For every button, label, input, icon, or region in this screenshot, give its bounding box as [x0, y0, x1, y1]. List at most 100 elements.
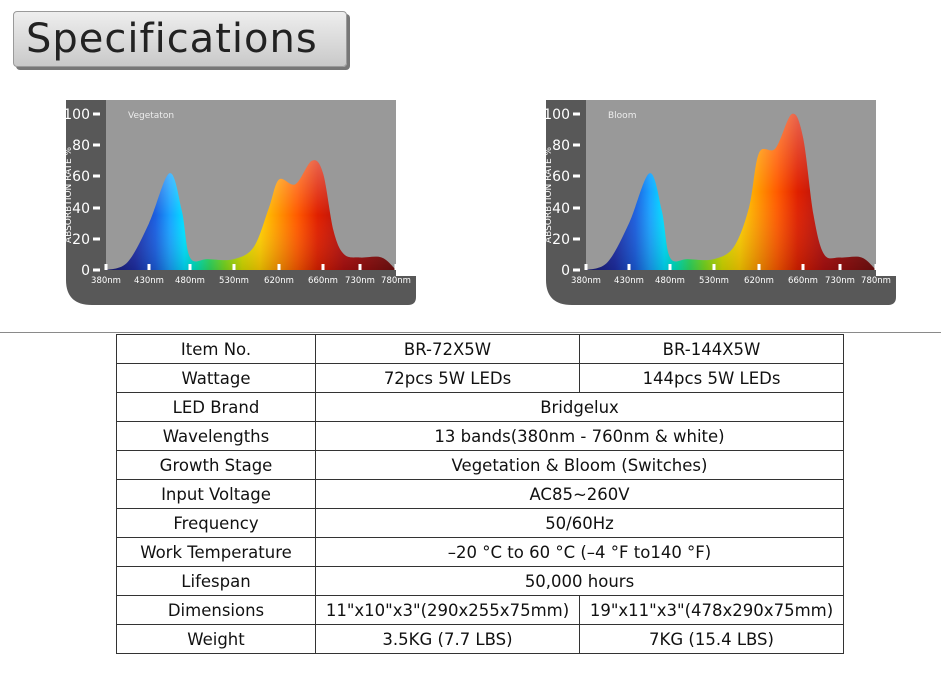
y-tick-label: 0 [81, 263, 90, 279]
row-label: Wattage [116, 363, 316, 393]
y-tick-mark [573, 237, 580, 241]
x-tick-mark [277, 264, 281, 270]
x-tick-mark [358, 264, 362, 270]
x-tick-mark [668, 264, 672, 270]
row-value: BR-72X5W [315, 334, 580, 364]
y-axis-label: ABSORBTION RATE % [66, 146, 74, 243]
y-tick-mark [573, 174, 580, 178]
x-tick-label: 380nm [91, 276, 121, 286]
table-row: Work Temperature –20 °C to 60 °C (–4 °F t… [116, 537, 844, 567]
y-tick-label: 80 [552, 138, 570, 154]
row-label: Dimensions [116, 595, 316, 625]
x-tick-mark [321, 264, 325, 270]
x-tick-label: 430nm [134, 276, 164, 286]
x-tick-label: 480nm [655, 276, 685, 286]
x-tick-label: 620nm [744, 276, 774, 286]
x-tick-label: 530nm [219, 276, 249, 286]
y-tick-label: 60 [552, 169, 570, 185]
y-tick-mark [93, 174, 100, 178]
section-title-box: Specifications [13, 11, 347, 67]
table-row: Lifespan 50,000 hours [116, 566, 844, 596]
table-row: Dimensions 11"x10"x3"(290x255x75mm) 19"x11… [116, 595, 844, 625]
x-tick-mark [712, 264, 716, 270]
spectrum-svg: Vegetaton ABSORBTION RATE % 100 80 60 40 20 038… [66, 100, 416, 305]
x-tick-label: 480nm [175, 276, 205, 286]
table-row: Item No. BR-72X5W BR-144X5W [116, 334, 844, 364]
row-label: Lifespan [116, 566, 316, 596]
x-tick-label: 620nm [264, 276, 294, 286]
table-row: Wattage 72pcs 5W LEDs 144pcs 5W LEDs [116, 363, 844, 393]
row-label: Wavelengths [116, 421, 316, 451]
x-tick-mark [757, 264, 761, 270]
y-tick-mark [573, 268, 580, 272]
x-tick-mark [104, 264, 108, 270]
row-value: 13 bands(380nm - 760nm & white) [315, 421, 844, 451]
table-row: Weight 3.5KG (7.7 LBS) 7KG (15.4 LBS) [116, 624, 844, 654]
spectrum-highlight [586, 113, 876, 270]
row-value: 50/60Hz [315, 508, 844, 538]
y-tick-mark [93, 237, 100, 241]
x-tick-label: 780nm [381, 276, 411, 286]
chart-title: Vegetaton [128, 111, 174, 121]
x-tick-mark [232, 264, 236, 270]
row-value: Vegetation & Bloom (Switches) [315, 450, 844, 480]
y-tick-label: 0 [561, 263, 570, 279]
x-tick-mark [147, 264, 151, 270]
x-tick-mark [627, 264, 631, 270]
row-value: –20 °C to 60 °C (–4 °F to140 °F) [315, 537, 844, 567]
row-value: BR-144X5W [579, 334, 844, 364]
table-row: Input Voltage AC85~260V [116, 479, 844, 509]
y-tick-label: 40 [552, 201, 570, 217]
x-tick-label: 660nm [788, 276, 818, 286]
row-label: LED Brand [116, 392, 316, 422]
y-tick-mark [93, 268, 100, 272]
chart-title: Bloom [608, 111, 636, 121]
y-tick-mark [573, 143, 580, 147]
x-tick-label: 380nm [571, 276, 601, 286]
y-tick-mark [573, 112, 580, 116]
y-tick-label: 100 [66, 107, 90, 123]
x-tick-label: 430nm [614, 276, 644, 286]
x-tick-mark [584, 264, 588, 270]
row-label: Weight [116, 624, 316, 654]
section-title: Specifications [26, 16, 318, 62]
row-value: 3.5KG (7.7 LBS) [315, 624, 580, 654]
row-value: 72pcs 5W LEDs [315, 363, 580, 393]
y-tick-label: 60 [72, 169, 90, 185]
row-value: 19"x11"x3"(478x290x75mm) [579, 595, 844, 625]
row-label: Input Voltage [116, 479, 316, 509]
table-row: Growth Stage Vegetation & Bloom (Switches… [116, 450, 844, 480]
x-tick-label: 660nm [308, 276, 338, 286]
spectrum-highlight [106, 160, 396, 270]
table-row: Wavelengths 13 bands(380nm - 760nm & whit… [116, 421, 844, 451]
y-axis-label: ABSORBTION RATE % [546, 146, 554, 243]
row-label: Frequency [116, 508, 316, 538]
table-row: LED Brand Bridgelux [116, 392, 844, 422]
y-tick-label: 100 [546, 107, 570, 123]
x-tick-label: 730nm [825, 276, 855, 286]
section-divider [0, 332, 941, 333]
x-tick-label: 730nm [345, 276, 375, 286]
x-tick-label: 780nm [861, 276, 891, 286]
row-value: 50,000 hours [315, 566, 844, 596]
row-label: Growth Stage [116, 450, 316, 480]
x-tick-mark [838, 264, 842, 270]
row-value: 144pcs 5W LEDs [579, 363, 844, 393]
row-value: 7KG (15.4 LBS) [579, 624, 844, 654]
row-label: Work Temperature [116, 537, 316, 567]
x-tick-mark [874, 264, 878, 270]
y-tick-label: 80 [72, 138, 90, 154]
row-value: AC85~260V [315, 479, 844, 509]
row-value: Bridgelux [315, 392, 844, 422]
vegetation-spectrum-chart: Vegetaton ABSORBTION RATE % 100 80 60 40 20 038… [66, 100, 416, 305]
row-value: 11"x10"x3"(290x255x75mm) [315, 595, 580, 625]
row-label: Item No. [116, 334, 316, 364]
y-tick-label: 40 [72, 201, 90, 217]
y-tick-label: 20 [552, 232, 570, 248]
y-tick-label: 20 [72, 232, 90, 248]
x-tick-mark [188, 264, 192, 270]
x-tick-label: 530nm [699, 276, 729, 286]
y-tick-mark [93, 143, 100, 147]
